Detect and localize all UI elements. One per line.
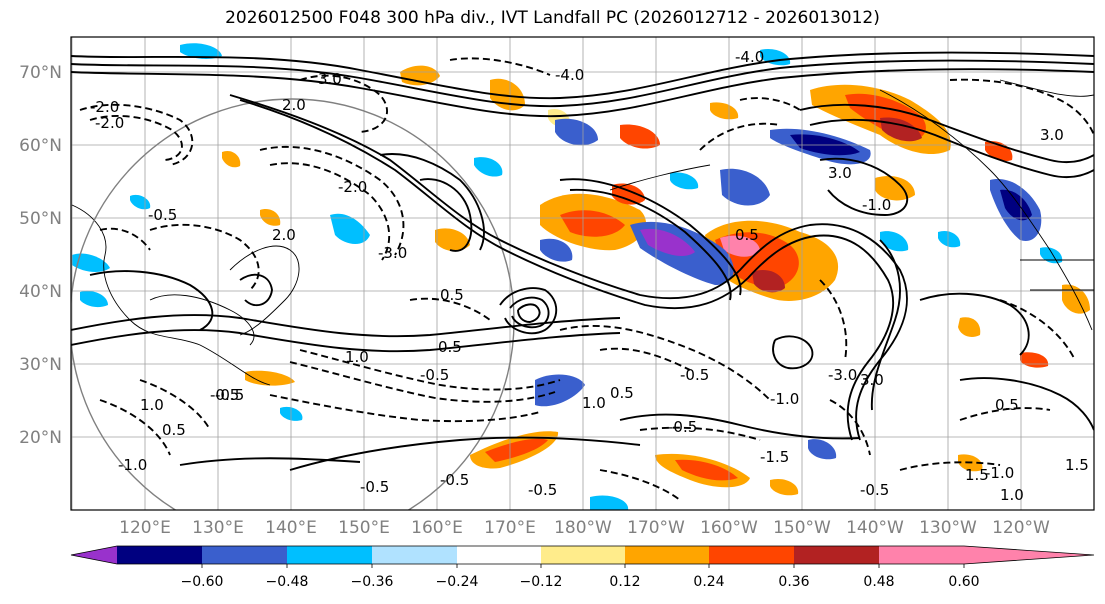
lat-label-70n: 70°N [19, 63, 62, 83]
lat-label-30n: 30°N [19, 355, 62, 375]
colorbar-segment [879, 546, 964, 564]
contour-label: -4.0 [555, 66, 584, 84]
contour-label: 0.5 [162, 421, 186, 439]
contour-label: 2.0 [272, 226, 296, 244]
contour-label: 3.0 [318, 70, 342, 88]
colorbar-extend-right [964, 546, 1094, 564]
contour-label: 1.0 [582, 394, 606, 412]
contour-label: -3.0 [378, 244, 407, 262]
contour-label: -0.5 [210, 386, 239, 404]
contour-label: 0.5 [735, 226, 759, 244]
divergence-shading [72, 43, 1090, 510]
contour-label: -0.5 [668, 418, 697, 436]
contour-label: -3.0 [828, 366, 857, 384]
lat-label-40n: 40°N [19, 282, 62, 302]
lon-label: 140°W [846, 518, 904, 538]
map-frame [70, 36, 1095, 511]
contour-label: -0.5 [420, 366, 449, 384]
colorbar-segment [202, 546, 287, 564]
lon-label: 120°W [992, 518, 1050, 538]
contour-label: -1.5 [760, 448, 789, 466]
contour-label: 1.5 [965, 466, 989, 484]
contour-label: 2.0 [282, 96, 306, 114]
ivt-contours-positive [71, 51, 1094, 471]
lat-label-20n: 20°N [19, 428, 62, 448]
contour-label: 1.5 [1065, 456, 1089, 474]
contour-label: -4.0 [735, 48, 764, 66]
contour-label: -2.0 [90, 98, 119, 116]
contour-label: 1.0 [345, 348, 369, 366]
graticule [71, 37, 1094, 510]
contour-label: 3.0 [828, 164, 852, 182]
colorbar-tick-label: −0.12 [520, 574, 563, 590]
lon-label: 160°W [700, 518, 758, 538]
contour-label: -0.5 [528, 481, 557, 499]
colorbar-tick-label: −0.24 [436, 574, 479, 590]
contour-label: -1.0 [118, 456, 147, 474]
map-title: 2026012500 F048 300 hPa div., IVT Landfa… [225, 8, 880, 28]
colorbar-segment [117, 546, 202, 564]
map-content: 3.0 -4.0 2.0 -2.0 -0.5 -3.0 -2.0 1.0 -0.… [71, 37, 1094, 510]
contour-label: 0.5 [995, 396, 1019, 414]
colorbar-segment [794, 546, 879, 564]
colorbar-extend-left [71, 546, 117, 564]
lon-label: 170°W [627, 518, 685, 538]
colorbar-tick-label: −0.36 [351, 574, 394, 590]
contour-label: -1.0 [770, 390, 799, 408]
colorbar-segment [541, 546, 625, 564]
contour-label: -0.5 [148, 206, 177, 224]
contour-label: 3.0 [1040, 126, 1064, 144]
lon-label: 130°W [919, 518, 977, 538]
contour-label: 1.0 [140, 396, 164, 414]
colorbar-segment [372, 546, 457, 564]
lon-label: 170°E [484, 518, 536, 538]
longitude-labels: 120°E 130°E 140°E 150°E 160°E 170°E 180°… [119, 518, 1050, 538]
colorbar-tick-label: 0.48 [863, 574, 894, 590]
contour-labels: 3.0 -4.0 2.0 -2.0 -0.5 -3.0 -2.0 1.0 -0.… [90, 48, 1089, 504]
lon-label: 150°E [338, 518, 390, 538]
contour-label: -1.0 [862, 196, 891, 214]
colorbar-tick-label: 0.36 [778, 574, 809, 590]
lon-label: 180°W [554, 518, 612, 538]
colorbar-segment [287, 546, 372, 564]
colorbar: −0.60 −0.48 −0.36 −0.24 −0.12 0.12 0.24 … [70, 545, 1095, 590]
contour-label: 0.5 [438, 338, 462, 356]
contour-label: 3.0 [860, 371, 884, 389]
contour-label: -0.5 [860, 481, 889, 499]
lon-label: 130°E [192, 518, 244, 538]
lon-label: 150°W [773, 518, 831, 538]
contour-label: -0.5 [440, 471, 469, 489]
colorbar-tick-label: 0.60 [948, 574, 979, 590]
contour-label: 0.5 [610, 384, 634, 402]
colorbar-segment [457, 546, 541, 564]
lon-label: 140°E [265, 518, 317, 538]
colorbar-segment [625, 546, 709, 564]
colorbar-tick-label: −0.60 [181, 574, 224, 590]
ivt-contours-negative [79, 57, 1094, 501]
colorbar-segment [709, 546, 794, 564]
lat-label-50n: 50°N [19, 209, 62, 229]
contour-label: 0.5 [440, 286, 464, 304]
lat-label-60n: 60°N [19, 136, 62, 156]
colorbar-tick-label: 0.12 [609, 574, 640, 590]
lon-label: 160°E [411, 518, 463, 538]
latitude-labels: 70°N 60°N 50°N 40°N 30°N 20°N [19, 63, 62, 448]
contour-label: -0.5 [215, 386, 244, 404]
contour-label: -2.0 [338, 178, 367, 196]
colorbar-tick-label: −0.48 [266, 574, 309, 590]
contour-label: -2.0 [95, 114, 124, 132]
contour-label: -0.5 [360, 478, 389, 496]
lon-label: 120°E [119, 518, 171, 538]
colorbar-tick-label: 0.24 [693, 574, 724, 590]
contour-label: -0.5 [680, 366, 709, 384]
contour-label: -1.0 [985, 464, 1014, 482]
colorbar-outline [70, 545, 1095, 565]
contour-label: 1.0 [1000, 486, 1024, 504]
